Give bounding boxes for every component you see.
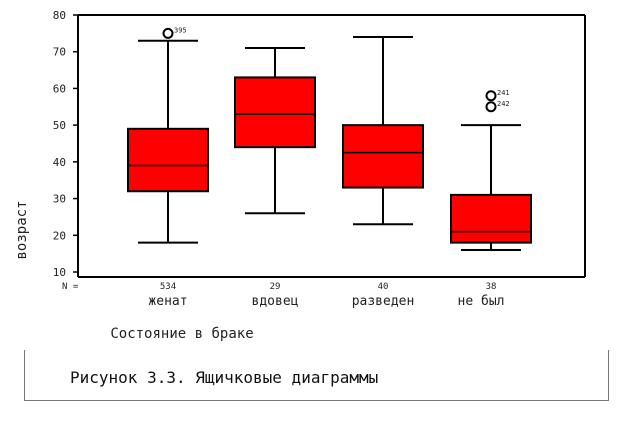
y-tick-label: 40 <box>53 156 66 169</box>
outlier-label: 395 <box>174 26 187 34</box>
outlier-point <box>162 27 174 39</box>
box-iqr <box>450 193 532 244</box>
box-iqr <box>127 127 209 193</box>
y-tick-label: 30 <box>53 193 66 206</box>
box-iqr <box>234 76 316 149</box>
box-iqr <box>342 124 424 189</box>
category-label: разведен <box>352 294 415 309</box>
outlier-label: 242 <box>497 100 510 108</box>
box-group <box>234 47 316 215</box>
figure-caption: Рисунок 3.3. Ящичковые диаграммы <box>70 368 379 387</box>
box-group: 395 <box>127 26 209 244</box>
n-value: 38 <box>486 282 497 292</box>
y-tick-label: 50 <box>53 119 66 132</box>
y-tick-label: 10 <box>53 266 66 279</box>
x-axis-title: Состояние в браке <box>110 326 253 342</box>
category-label: не был <box>458 294 505 309</box>
outlier-point <box>485 90 497 102</box>
outlier-label: 241 <box>497 89 510 97</box>
y-tick-label: 20 <box>53 229 66 242</box>
y-tick-label: 60 <box>53 82 66 95</box>
box-group <box>342 36 424 226</box>
y-tick-label: 70 <box>53 46 66 59</box>
n-value: 40 <box>378 282 389 292</box>
n-value: 29 <box>270 282 281 292</box>
y-axis-title: возраст <box>14 200 30 259</box>
y-tick-label: 80 <box>53 9 66 22</box>
n-label: N = <box>62 282 79 292</box>
caption-box: Рисунок 3.3. Ящичковые диаграммы <box>24 350 609 401</box>
y-ticks: 10 20 30 40 50 60 70 80 <box>53 9 78 279</box>
outlier-point <box>485 101 497 113</box>
x-labels: 534 женат 29 вдовец 40 разведен 38 не был <box>148 282 504 309</box>
category-label: вдовец <box>252 294 299 309</box>
category-label: женат <box>148 294 187 309</box>
n-value: 534 <box>160 282 176 292</box>
